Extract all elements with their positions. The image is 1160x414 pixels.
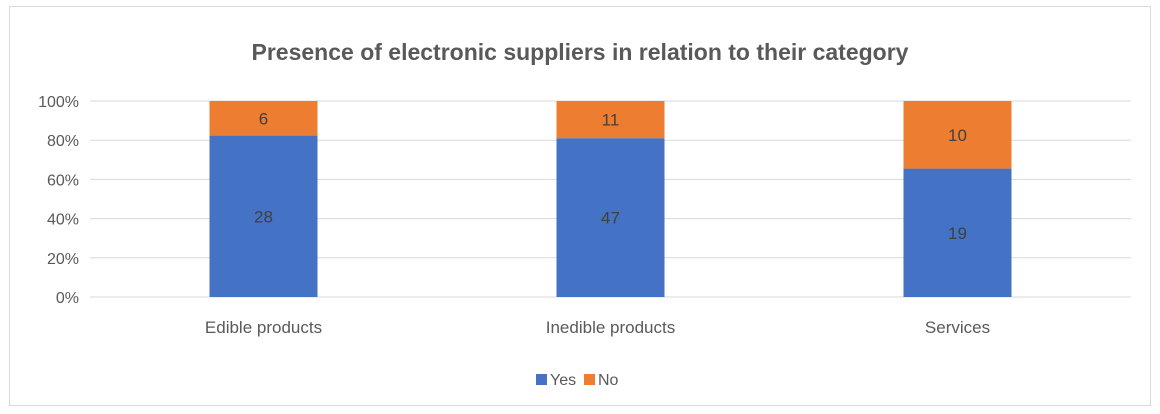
y-tick-label: 100% [38,94,79,111]
legend-label-yes: Yes [550,372,576,389]
y-tick-label: 40% [47,212,79,229]
y-tick-label: 0% [56,290,79,307]
legend-swatch-no [584,374,595,385]
chart-title: Presence of electronic suppliers in rela… [252,39,909,65]
category-label: Edible products [205,318,322,337]
category-label: Inedible products [546,318,675,337]
data-label: 10 [948,126,967,145]
bar-no-3 [903,101,1012,169]
y-tick-label: 80% [47,133,79,150]
y-tick-label: 20% [47,251,79,268]
x-axis-labels: Edible products Inedible products Services [205,318,990,337]
bar-yes-1 [209,135,318,297]
category-label: Services [925,318,990,337]
data-label: 28 [254,207,273,226]
y-tick-label: 60% [47,172,79,189]
bar-yes-2 [556,138,665,297]
data-label: 47 [601,209,620,228]
data-label: 19 [948,224,967,243]
data-labels: 28 6 47 11 19 10 [254,109,967,242]
legend: Yes No [536,372,619,389]
bars [209,101,1012,297]
y-axis-labels: 0% 20% 40% 60% 80% 100% [38,94,79,307]
data-label: 11 [602,111,620,130]
data-label: 6 [259,109,268,128]
bar-no-2 [556,101,665,139]
bar-yes-3 [903,168,1012,297]
legend-swatch-yes [536,374,547,385]
legend-label-no: No [598,372,619,389]
bar-no-1 [209,101,318,136]
